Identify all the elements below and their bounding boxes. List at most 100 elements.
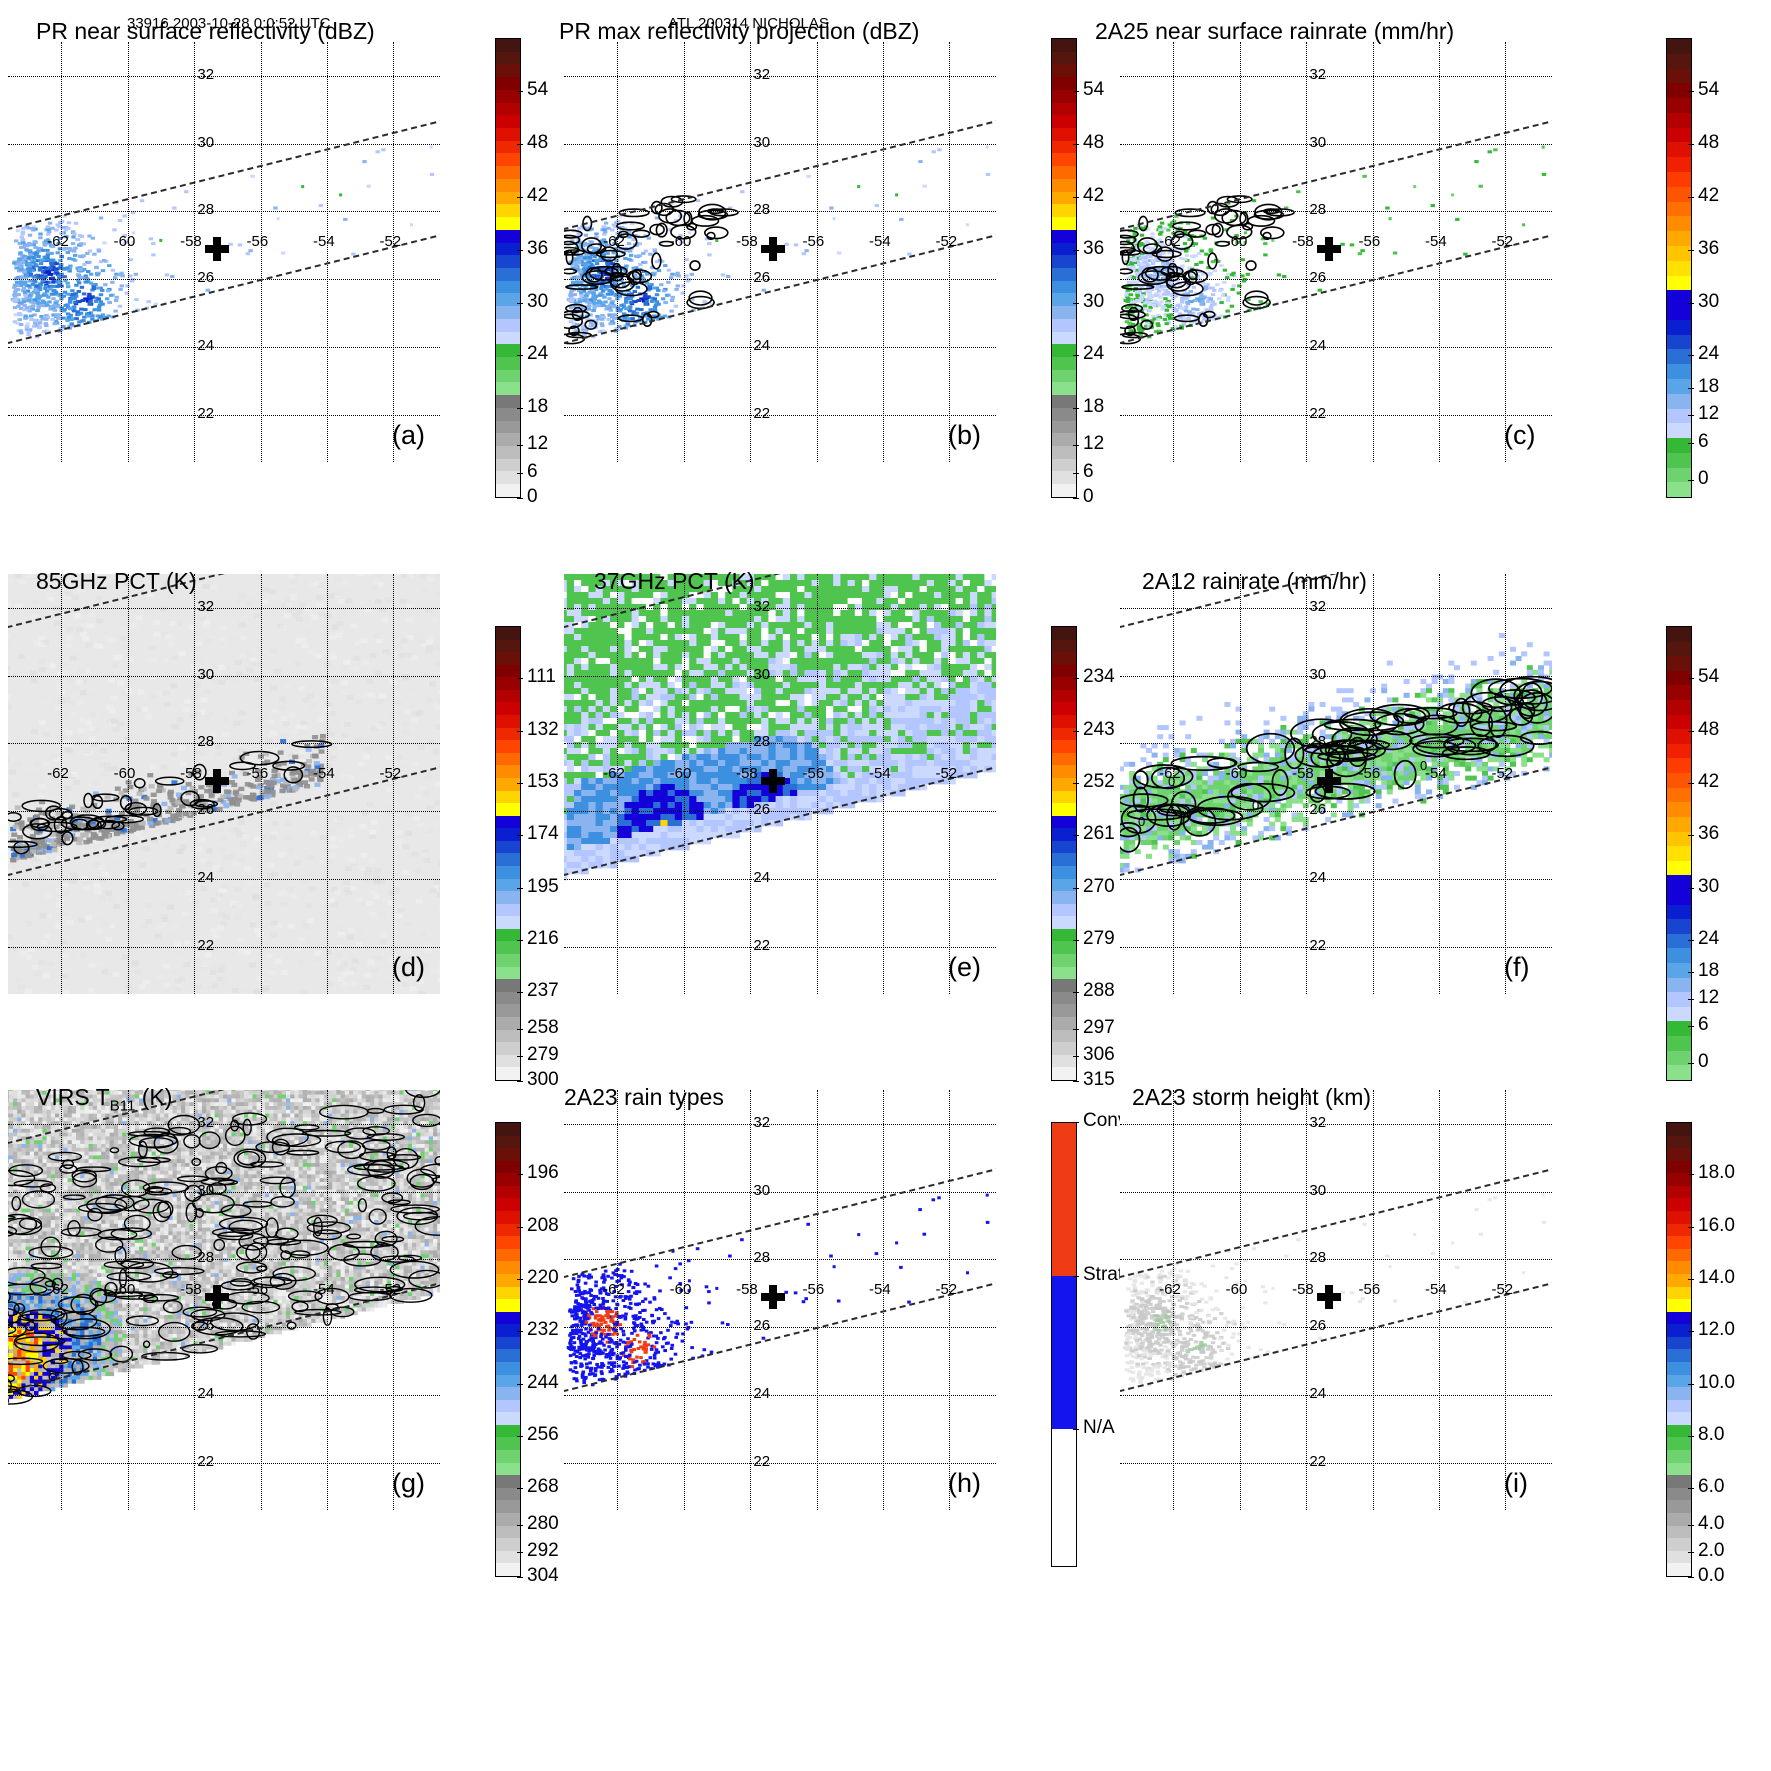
lon-tick-label: -56	[803, 1281, 825, 1298]
panel-letter-b: (b)	[948, 420, 981, 451]
colorbar-segment	[1667, 1437, 1691, 1451]
gridline-lon	[1372, 42, 1374, 462]
colorbar-segment	[1052, 803, 1076, 816]
gridline-lon	[260, 574, 262, 994]
colorbar-tick-label: 0	[1698, 1051, 1709, 1073]
gridline-lat	[8, 75, 440, 77]
colorbar-segment	[1667, 305, 1691, 320]
gridline-lat	[8, 675, 440, 677]
colorbar-segment	[1667, 1286, 1691, 1300]
colorbar-segment	[1667, 423, 1691, 439]
colorbar-segment	[1667, 408, 1691, 424]
colorbar-tick	[1688, 678, 1694, 680]
colorbar-tick	[517, 992, 523, 994]
panel-letter-f: (f)	[1504, 952, 1529, 983]
colorbar-tick	[1688, 1226, 1694, 1228]
lon-tick-label: -60	[114, 765, 136, 782]
colorbar-tick-label: 30	[1698, 291, 1719, 313]
colorbar-tick-label: 18	[1698, 960, 1719, 982]
colorbar-segment	[1052, 715, 1076, 728]
colorbar-tick	[1073, 196, 1079, 198]
colorbar-segment	[496, 1550, 520, 1564]
colorbar-segment	[1667, 1123, 1691, 1136]
colorbar-segment	[496, 356, 520, 370]
colorbar-tick-label: 18	[1083, 396, 1104, 418]
colorbar-tick	[517, 887, 523, 889]
colorbar-segment	[1667, 1273, 1691, 1287]
colorbar-tick-label: 36	[1698, 823, 1719, 845]
gridline-lon	[393, 42, 395, 462]
colorbar-tick-label: 220	[527, 1267, 559, 1289]
colorbar-segment	[1052, 1123, 1076, 1276]
lon-tick-label: -62	[1159, 765, 1181, 782]
colorbar-tick-label: 12	[527, 433, 548, 455]
panel-title-d: 85GHz PCT (K)	[36, 568, 197, 595]
colorbar-tick	[1073, 782, 1079, 784]
lat-tick-label: 30	[753, 666, 770, 683]
colorbar-segment	[1667, 1475, 1691, 1488]
lat-tick-label: 24	[753, 869, 770, 886]
colorbar-segment	[496, 1399, 520, 1413]
colorbar-tick	[1073, 90, 1079, 92]
lat-tick-label: 24	[753, 337, 770, 354]
colorbar-tick-label: 279	[1083, 928, 1115, 950]
gridline-lon	[1505, 42, 1507, 462]
colorbar-segment	[1667, 1550, 1691, 1564]
gridline-lat	[1120, 1123, 1552, 1125]
colorbar-segment	[1052, 178, 1076, 192]
lon-tick-label: -54	[869, 765, 891, 782]
colorbar-segment	[1052, 627, 1076, 640]
colorbar-segment	[496, 1160, 520, 1174]
gridline-lon	[1173, 1090, 1175, 1510]
colorbar-tick-label: 252	[1083, 771, 1115, 793]
gridline-lon	[1239, 1090, 1241, 1510]
storm-center-cross	[205, 236, 230, 261]
colorbar-segment	[1052, 407, 1076, 421]
colorbar-segment	[496, 1223, 520, 1237]
panel-title-c: 2A25 near surface rainrate (mm/hr)	[1095, 18, 1454, 45]
colorbar-segment	[496, 790, 520, 804]
gridline-lon	[194, 574, 196, 994]
colorbar-segment	[1667, 1487, 1691, 1501]
lat-tick-label: 22	[1309, 405, 1326, 422]
colorbar-tick-label: 42	[1083, 185, 1104, 207]
colorbar-segment	[1052, 191, 1076, 205]
colorbar-tick	[1688, 355, 1694, 357]
colorbar-segment	[1052, 853, 1076, 866]
colorbar-tick-label: 196	[527, 1162, 559, 1184]
lat-tick-label: 32	[753, 598, 770, 615]
lon-tick-label: -60	[670, 765, 692, 782]
colorbar-c	[1666, 38, 1692, 498]
colorbar-segment	[1667, 1336, 1691, 1350]
colorbar-segment	[1667, 172, 1691, 187]
gridline-lon	[393, 1090, 395, 1510]
colorbar-tick-label: 315	[1083, 1069, 1115, 1091]
colorbar-segment	[1052, 217, 1076, 230]
colorbar-tick-label: 30	[1083, 291, 1104, 313]
lon-tick-label: -56	[1359, 233, 1381, 250]
colorbar-tick	[1073, 678, 1079, 680]
colorbar-tick	[1073, 1028, 1079, 1030]
colorbar-tick	[517, 1435, 523, 1437]
colorbar-segment	[496, 677, 520, 690]
storm-center-cross	[1317, 768, 1342, 793]
colorbar-segment	[1667, 83, 1691, 99]
colorbar-tick-label: 270	[1083, 876, 1115, 898]
gridline-lon	[327, 574, 328, 994]
colorbar-segment	[1052, 1016, 1076, 1030]
colorbar-segment	[1667, 1198, 1691, 1212]
gridline-lat	[564, 1123, 996, 1125]
data-field-a	[8, 42, 440, 462]
panel-title-h: 2A23 rain types	[564, 1084, 724, 1111]
colorbar-tick-label: 132	[527, 719, 559, 741]
colorbar-tick	[517, 143, 523, 145]
colorbar-segment	[1667, 260, 1691, 276]
gridline-lon	[750, 1090, 752, 1510]
panel-d: -62 -60 -58 -56 -54 -52 32 30 28 26 24 22 85GHz PCT …	[8, 568, 440, 994]
lon-tick-label: -54	[1425, 233, 1447, 250]
colorbar-tick-label: 54	[1083, 79, 1104, 101]
colorbar-tick-label: 42	[1698, 771, 1719, 793]
colorbar-tick-label: 12	[1698, 987, 1719, 1009]
colorbar-segment	[1667, 860, 1691, 876]
